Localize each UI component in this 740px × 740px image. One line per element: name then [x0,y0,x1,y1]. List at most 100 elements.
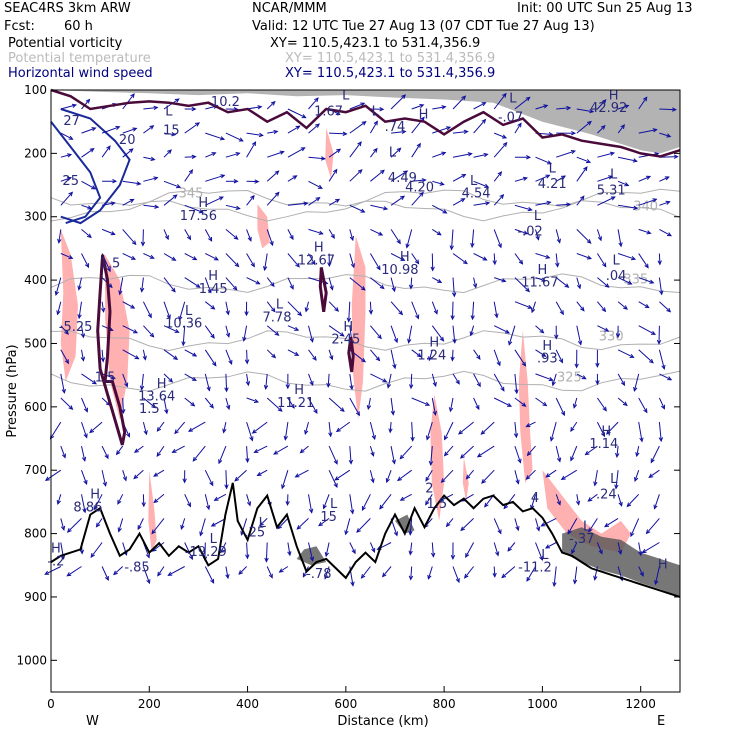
wind-arrow-head [206,505,211,511]
wind-arrow-head [484,183,490,188]
wind-arrow-head [220,174,226,179]
wind-arrow-head [432,381,437,388]
wind-arrow-shaft [606,421,619,435]
wind-arrow [411,142,421,158]
wind-speed-label: 2 [425,481,433,496]
wind-arrow-head [192,456,198,462]
wind-arrow-head [199,531,204,537]
wind-arrow-head [60,554,66,560]
wind-arrow [555,445,562,463]
wind-arrow-head [525,287,531,293]
y-tick-label: 100 [24,83,47,97]
wind-arrow-shaft [204,469,214,486]
wind-arrow-shaft [60,132,73,140]
wind-speed-label: 4.20 [405,180,434,195]
wind-arrow-shaft [465,542,475,558]
wind-arrow [122,325,138,334]
valid-time: Valid: 12 UTC Tue 27 Aug 13 (07 CDT Tue … [252,19,595,34]
wind-arrow [617,373,626,387]
wind-arrow-head [245,458,250,464]
wind-arrow [60,325,69,335]
wind-arrow-shaft [308,542,314,561]
wind-arrow-head [309,556,315,562]
wind-arrow [163,373,174,383]
wind-arrow-shaft [81,373,97,385]
wind-arrow-shaft [431,373,437,387]
wind-arrow [476,445,495,458]
jet-contour-line [50,121,102,225]
wind-arrow-shaft [246,132,263,136]
wind-arrow-shaft [555,175,566,182]
wind-arrow-shaft [596,253,607,267]
wind-arrow-shaft [81,470,88,485]
wind-arrow-head [246,501,252,507]
wind-arrow-shaft [659,201,670,206]
y-tick-label: 500 [24,336,47,350]
wind-arrow-head [539,555,544,561]
wind-arrow-head [191,154,197,159]
wind-arrow-shaft [218,445,227,464]
wind-arrow-shaft [168,566,185,576]
wind-arrow [514,204,533,212]
wind-arrow-head [601,99,607,104]
wind-arrow-shaft [555,229,561,243]
x-tick-label: 1200 [625,697,656,711]
wind-arrow [653,494,660,510]
shading-region [60,229,78,382]
wind-speed-label: L [549,161,557,176]
wind-arrow [556,202,572,207]
wind-arrow-shaft [60,518,65,530]
wind-arrow [245,446,250,464]
wind-arrow [369,470,375,484]
wind-arrow [89,421,103,434]
wind-arrow-shaft [638,198,657,206]
wind-arrow-head [630,532,635,538]
wind-arrow-shaft [328,445,338,465]
wind-arrow-shaft [451,349,454,361]
wind-arrow-shaft [281,470,289,489]
wind-arrow-head [234,262,240,268]
wind-arrow-shaft [163,149,172,158]
wind-arrow-head [141,502,146,508]
wind-arrow-shaft [184,169,193,182]
wind-arrow-shaft [57,494,62,505]
wind-arrow [370,277,385,290]
wind-arrow-shaft [225,349,233,365]
wind-arrow-head [300,147,306,152]
wind-arrow [205,253,219,261]
wind-arrow-shaft [556,150,576,158]
x-tick-label: 800 [433,697,456,711]
wind-arrow-shaft [659,373,672,381]
wind-arrow-shaft [266,349,276,358]
wind-arrow-head [85,263,90,269]
wind-arrow-shaft [596,542,603,554]
wind-arrow-shaft [638,129,657,134]
wind-arrow-head [572,579,578,585]
wind-arrow [473,201,491,206]
wind-arrow-head [112,178,118,184]
wind-arrow [432,126,452,134]
wind-arrow-head [167,149,172,155]
wind-arrow-shaft [308,325,314,342]
wind-arrow [584,445,598,456]
wind-arrow-shaft [67,566,82,577]
wind-arrow-shaft [122,349,139,360]
wind-speed-label: 1.67 [314,104,343,119]
wind-arrow-shaft [535,542,543,561]
wind-arrow-shaft [141,373,144,390]
wind-arrow [349,141,362,158]
wind-arrow-shaft [304,421,309,435]
wind-arrow-head [233,235,239,240]
wind-arrow-shaft [576,325,582,345]
wind-arrow [287,253,300,268]
wind-arrow-shaft [287,202,308,206]
wind-arrow-shaft [122,93,135,110]
wind-arrow-shaft [526,566,536,582]
wind-arrow [142,349,147,361]
wind-arrow-head [269,241,274,247]
wind-arrow-shaft [151,518,165,534]
wind-arrow [514,470,520,485]
forecast-label: Fcst: [4,19,35,34]
wind-arrow-head [77,285,82,291]
